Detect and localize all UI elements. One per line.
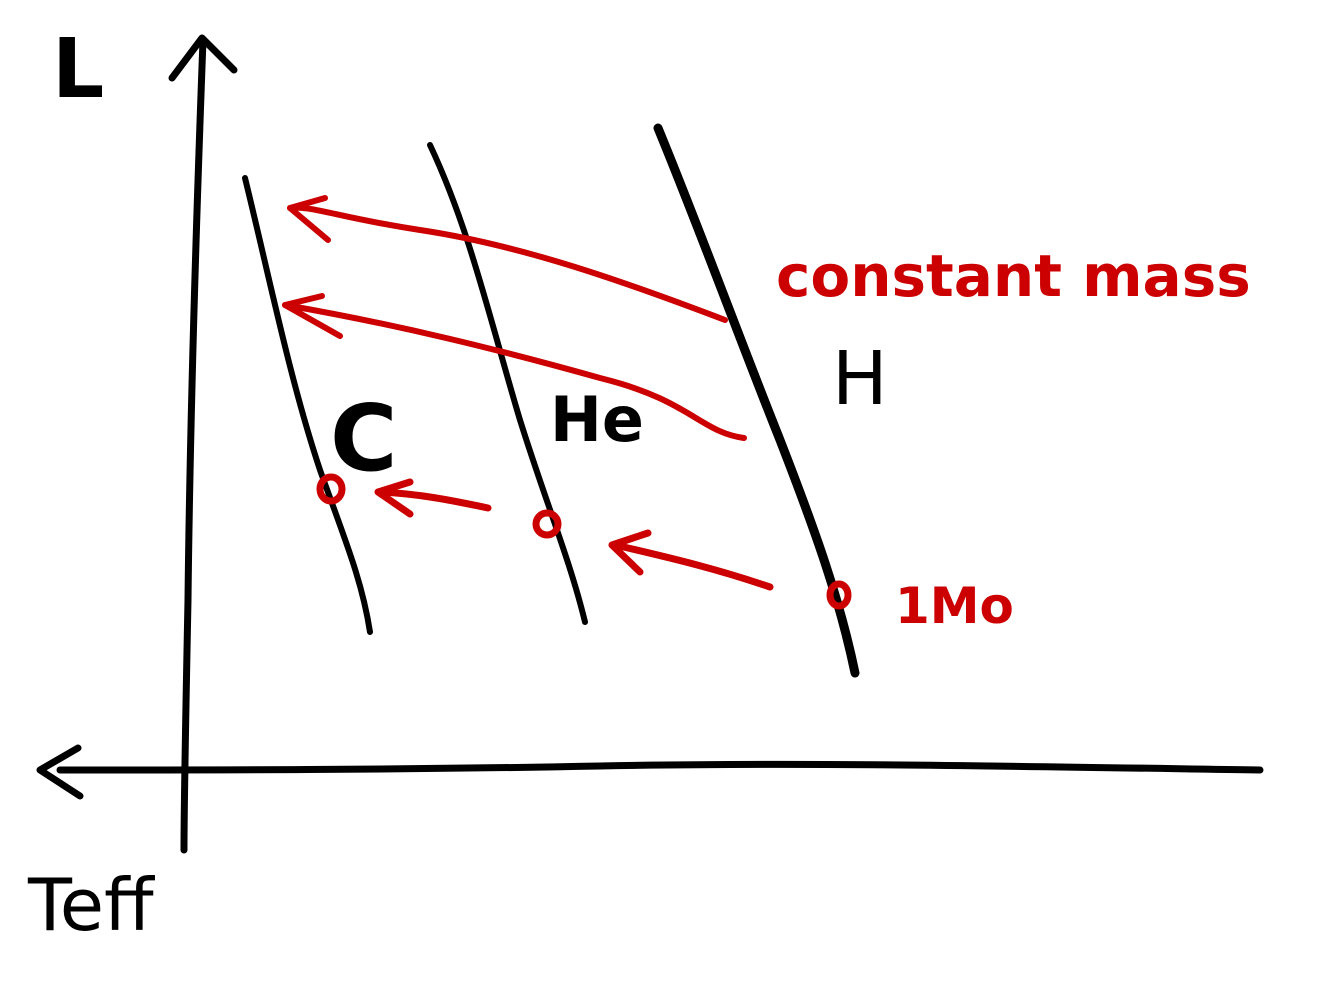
x-axis-line <box>56 760 1264 774</box>
sequence-line-h <box>653 123 860 678</box>
y-axis <box>168 34 238 854</box>
constant-mass-track-upper <box>287 195 728 323</box>
solar-arrow-right-line <box>611 541 774 591</box>
constant-mass-label: constant mass <box>776 242 1251 310</box>
sequence-label-c: C <box>330 385 398 492</box>
marker-circle-c <box>316 473 346 505</box>
y-axis-label: L <box>52 22 104 117</box>
track-upper-arrowhead <box>287 195 331 243</box>
solar-mass-label: 1Mo <box>895 577 1014 635</box>
y-axis-arrowhead <box>168 34 238 82</box>
track-upper-line <box>287 204 728 323</box>
solar-arrow-left-head <box>374 478 414 518</box>
x-axis-label: Teff <box>27 863 155 947</box>
sequence-line-he <box>427 142 588 625</box>
sequence-line-c <box>242 175 373 635</box>
track-lower-line <box>282 302 747 441</box>
marker-circle-h <box>826 580 852 610</box>
constant-mass-track-lower <box>282 293 747 441</box>
track-lower-arrowhead <box>282 293 343 339</box>
sequence-label-he: He <box>550 383 644 456</box>
marker-circle-he <box>532 509 562 539</box>
solar-arrow-left-line <box>376 488 492 512</box>
solar-arrow-right-head <box>608 529 652 576</box>
solar-track-arrow-right <box>608 529 774 591</box>
x-axis-arrowhead <box>36 744 84 800</box>
sequence-label-h: H <box>832 336 888 422</box>
solar-track-arrow-left <box>374 478 492 518</box>
x-axis <box>36 744 1264 800</box>
y-axis-line <box>180 36 207 854</box>
